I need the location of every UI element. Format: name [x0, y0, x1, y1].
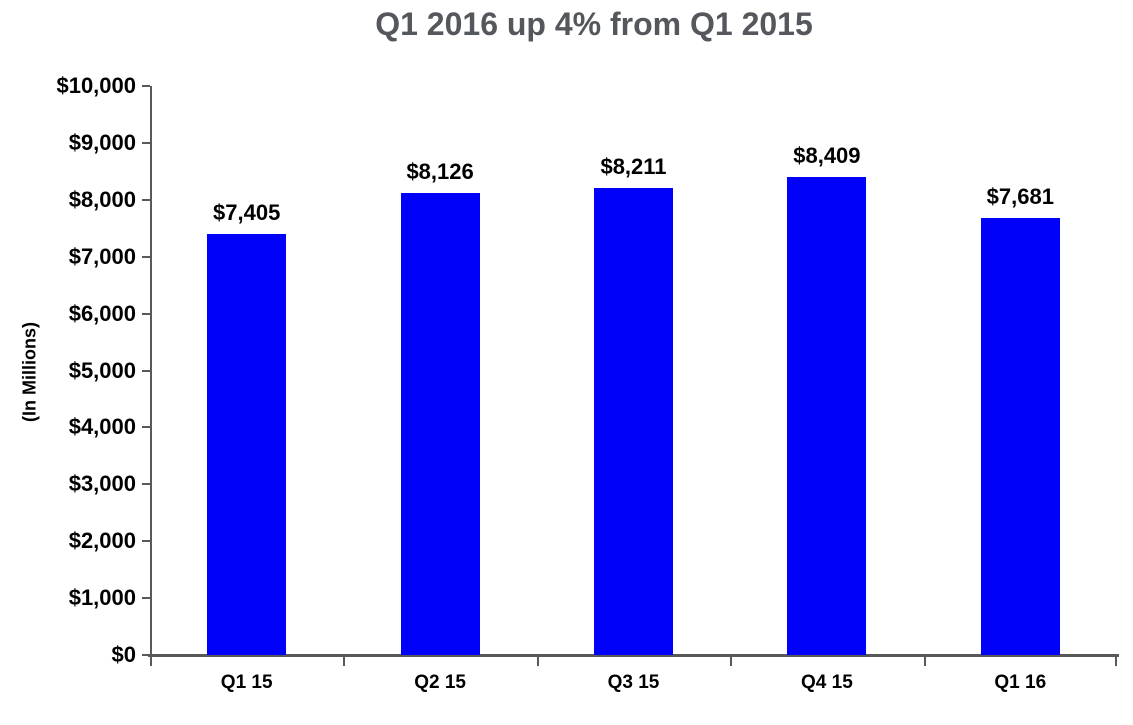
y-axis-tick	[142, 654, 150, 656]
x-axis-tick	[537, 657, 539, 666]
y-tick-label: $10,000	[56, 73, 136, 98]
y-axis-tick	[142, 312, 150, 315]
x-tick-label-q2-15: Q2 15	[414, 672, 466, 693]
y-tick-label: $8,000	[68, 186, 136, 212]
x-axis-tick	[1115, 657, 1117, 666]
y-axis-tick	[142, 141, 150, 144]
x-tick-label-q1-16: Q1 16	[994, 672, 1047, 693]
x-axis-line	[148, 654, 1119, 657]
y-tick-label: $0	[111, 642, 136, 667]
y-axis-tick	[142, 255, 150, 258]
bar-value-label-q4-15: $8,409	[793, 142, 861, 168]
y-axis-tick	[142, 85, 150, 87]
y-axis-tick	[142, 369, 150, 372]
y-axis-tick	[142, 198, 150, 201]
bar-value-label-q2-15: $8,126	[406, 158, 474, 184]
bar-q3-15	[594, 187, 673, 655]
y-axis-tick	[142, 426, 150, 429]
y-axis-tick	[142, 540, 150, 543]
plot-area: $0 $1,000 $2,000 $3,000 $4,000 $5,000 $6,000 $7…	[56, 73, 1119, 693]
x-tick-label-q3-15: Q3 15	[607, 672, 660, 693]
bar-value-label-q1-15: $7,405	[213, 199, 281, 225]
y-tick-label: $1,000	[68, 585, 136, 611]
x-axis-tick	[150, 657, 152, 666]
bar-value-label-q1-16: $7,681	[986, 183, 1054, 209]
bar-q1-16	[980, 217, 1060, 655]
y-tick-label: $9,000	[68, 129, 136, 155]
chart-title: Q1 2016 up 4% from Q1 2015	[375, 6, 813, 42]
y-tick-label: $3,000	[68, 471, 136, 497]
y-tick-label: $2,000	[68, 528, 136, 554]
bar-q2-15	[400, 192, 480, 655]
bar-value-label-q3-15: $8,211	[600, 153, 667, 179]
y-axis-tick	[142, 597, 150, 600]
y-tick-label: $6,000	[68, 300, 136, 326]
y-axis-line	[150, 86, 152, 657]
bar-q1-15	[207, 233, 287, 655]
y-axis-tick	[142, 483, 150, 486]
bar-q4-15	[787, 176, 867, 655]
y-tick-label: $4,000	[68, 414, 136, 440]
x-tick-label-q4-15: Q4 15	[801, 672, 853, 693]
y-tick-label: $5,000	[68, 357, 136, 383]
x-axis-tick	[924, 657, 926, 666]
x-axis-tick	[730, 657, 732, 666]
y-tick-label: $7,000	[68, 243, 136, 269]
x-tick-label-q1-15: Q1 15	[220, 672, 273, 693]
x-axis-tick	[343, 657, 345, 666]
